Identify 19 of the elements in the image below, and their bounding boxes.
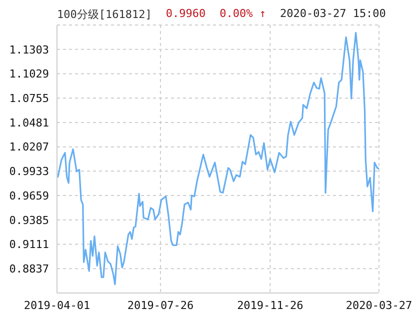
line-series xyxy=(57,32,379,286)
y-tick-label: 0.8837 xyxy=(9,262,49,276)
y-tick-label: 0.9659 xyxy=(9,189,49,202)
y-tick-label: 1.0755 xyxy=(9,92,49,105)
y-tick-label: 1.0207 xyxy=(9,140,49,154)
text: 0.00% ↑ xyxy=(220,7,266,22)
y-tick-label: 0.9933 xyxy=(9,165,49,178)
x-tick-label: 2020-03-27 xyxy=(346,298,412,312)
y-tick-label: 0.9111 xyxy=(9,238,49,252)
chart-title: 100分级[161812] xyxy=(57,7,152,22)
x-tick-label: 2019-04-01 xyxy=(24,298,90,312)
y-tick-label: 1.0481 xyxy=(9,116,49,130)
y-tick-label: 1.1029 xyxy=(9,68,49,81)
text: 2020-03-27 15:00 xyxy=(280,7,386,22)
y-tick-label: 0.9385 xyxy=(9,214,49,227)
y-tick-label: 1.1303 xyxy=(9,43,49,56)
x-tick-label: 2019-07-26 xyxy=(127,298,194,312)
x-tick-label: 2019-11-26 xyxy=(237,298,304,312)
text: 0.9960 xyxy=(166,7,206,22)
